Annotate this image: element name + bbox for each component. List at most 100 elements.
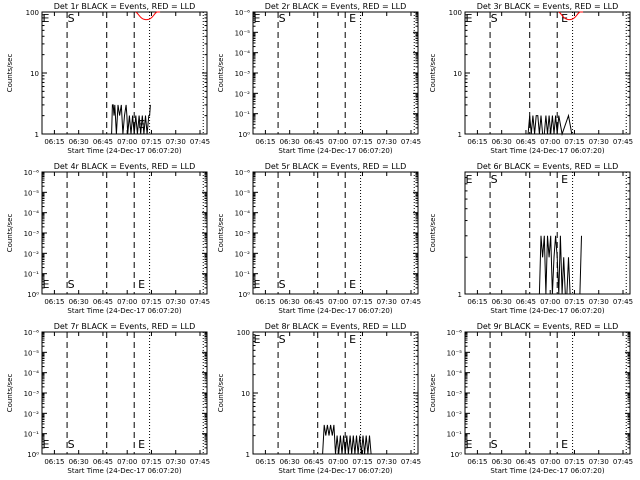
x-tick-label: 06:45 <box>304 298 324 306</box>
x-tick-label: 06:30 <box>69 458 89 466</box>
chart-panel: Det 1r BLACK = Events, RED = LLD 06:15 06:… <box>6 2 210 155</box>
start-marker-e: E <box>466 173 473 186</box>
data-series-line <box>527 113 579 136</box>
x-tick-label: 07:15 <box>352 458 372 466</box>
y-axis-label: Counts/sec <box>429 54 437 93</box>
y-axis-label: Counts/sec <box>217 54 225 93</box>
x-tick-label: 06:15 <box>44 298 64 306</box>
start-marker: S <box>68 438 75 451</box>
start-marker-e: E <box>254 333 261 346</box>
start-marker: S <box>279 333 286 346</box>
x-axis-label: Start Time (24-Dec-17 06:07:20) <box>278 467 392 475</box>
x-tick-label: 06:30 <box>492 138 512 146</box>
start-marker: S <box>279 278 286 291</box>
x-tick-label: 06:30 <box>280 458 300 466</box>
x-tick-label: 07:15 <box>141 458 161 466</box>
x-tick-label: 07:15 <box>564 458 584 466</box>
y-tick-label: 10⁻³ <box>24 230 40 238</box>
start-marker-e: E <box>466 12 473 25</box>
x-tick-label: 06:15 <box>255 298 275 306</box>
x-tick-label: 06:45 <box>304 458 324 466</box>
x-tick-label: 07:15 <box>564 138 584 146</box>
x-tick-label: 07:30 <box>166 138 186 146</box>
end-marker: E <box>561 438 568 451</box>
y-tick-label: 10⁻⁴ <box>24 370 40 378</box>
x-tick-label: 07:30 <box>377 458 397 466</box>
y-tick-label: 10⁻⁵ <box>447 349 463 357</box>
y-tick-label: 1 <box>246 451 250 459</box>
chart-title: Det 9r BLACK = Events, RED = LLD <box>477 322 619 331</box>
end-marker: E <box>349 278 356 291</box>
start-marker: S <box>68 278 75 291</box>
start-marker-e: E <box>254 278 261 291</box>
start-marker-e: E <box>43 12 50 25</box>
y-axis-label: Counts/sec <box>6 374 14 413</box>
end-marker: E <box>138 438 145 451</box>
y-axis-label: Counts/sec <box>217 374 225 413</box>
y-tick-label: 100 <box>449 9 462 17</box>
y-tick-label: 10⁰ <box>27 291 39 299</box>
data-series-line <box>111 104 151 135</box>
y-tick-label: 10⁰ <box>238 291 250 299</box>
x-tick-label: 06:15 <box>467 298 487 306</box>
y-tick-label: 10⁻⁶ <box>235 9 251 17</box>
x-tick-label: 07:45 <box>613 298 633 306</box>
chart-title: Det 4r BLACK = Events, RED = LLD <box>54 162 196 171</box>
start-marker-e: E <box>43 438 50 451</box>
y-tick-label: 100 <box>237 329 250 337</box>
x-tick-label: 07:30 <box>166 298 186 306</box>
y-tick-label: 10⁻² <box>24 410 40 418</box>
x-tick-label: 07:45 <box>190 298 210 306</box>
y-tick-label: 10⁻¹ <box>24 271 40 279</box>
x-tick-label: 07:00 <box>328 298 348 306</box>
x-axis-label: Start Time (24-Dec-17 06:07:20) <box>67 467 181 475</box>
y-tick-label: 1 <box>35 131 39 139</box>
y-tick-label: 10⁻⁴ <box>24 210 40 218</box>
start-marker-e: E <box>43 278 50 291</box>
x-tick-label: 06:15 <box>467 138 487 146</box>
x-tick-label: 07:00 <box>117 458 137 466</box>
y-axis-label: Counts/sec <box>429 214 437 253</box>
x-tick-label: 06:15 <box>255 458 275 466</box>
data-series-line <box>538 235 582 295</box>
x-tick-label: 07:30 <box>589 138 609 146</box>
y-tick-label: 10⁻⁵ <box>235 189 251 197</box>
x-tick-label: 07:45 <box>190 458 210 466</box>
x-tick-label: 07:45 <box>401 458 421 466</box>
x-tick-label: 07:45 <box>401 298 421 306</box>
x-tick-label: 07:30 <box>589 458 609 466</box>
x-tick-label: 07:45 <box>190 138 210 146</box>
x-tick-label: 07:15 <box>352 298 372 306</box>
y-tick-label: 10⁻⁶ <box>24 169 40 177</box>
y-tick-label: 10⁻¹ <box>447 431 463 439</box>
chart-title: Det 8r BLACK = Events, RED = LLD <box>265 322 407 331</box>
y-tick-label: 10⁻² <box>235 250 251 258</box>
x-tick-label: 07:00 <box>540 138 560 146</box>
x-tick-label: 07:00 <box>540 298 560 306</box>
y-tick-label: 10⁻⁶ <box>447 329 463 337</box>
plot-frame <box>464 171 631 295</box>
x-tick-label: 07:15 <box>564 298 584 306</box>
y-tick-label: 1 <box>458 131 462 139</box>
x-tick-label: 07:00 <box>328 138 348 146</box>
y-tick-label: 10⁰ <box>27 451 39 459</box>
y-axis-label: Counts/sec <box>6 54 14 93</box>
y-tick-label: 10⁻¹ <box>235 271 251 279</box>
x-tick-label: 06:15 <box>467 458 487 466</box>
y-tick-label: 10⁰ <box>238 131 250 139</box>
end-marker: E <box>138 278 145 291</box>
y-tick-label: 10⁻³ <box>24 390 40 398</box>
y-tick-label: 100 <box>26 9 39 17</box>
x-tick-label: 07:15 <box>352 138 372 146</box>
x-tick-label: 06:30 <box>280 138 300 146</box>
y-tick-label: 10⁻² <box>24 250 40 258</box>
chart-panel: Det 3r BLACK = Events, RED = LLD 06:15 06:… <box>429 2 633 155</box>
start-marker-e: E <box>466 438 473 451</box>
x-tick-label: 06:45 <box>304 138 324 146</box>
x-tick-label: 07:45 <box>613 458 633 466</box>
x-tick-label: 06:45 <box>93 298 113 306</box>
x-tick-label: 06:45 <box>93 458 113 466</box>
data-series-line <box>558 11 584 21</box>
y-tick-label: 10 <box>30 70 39 78</box>
x-tick-label: 07:30 <box>377 138 397 146</box>
